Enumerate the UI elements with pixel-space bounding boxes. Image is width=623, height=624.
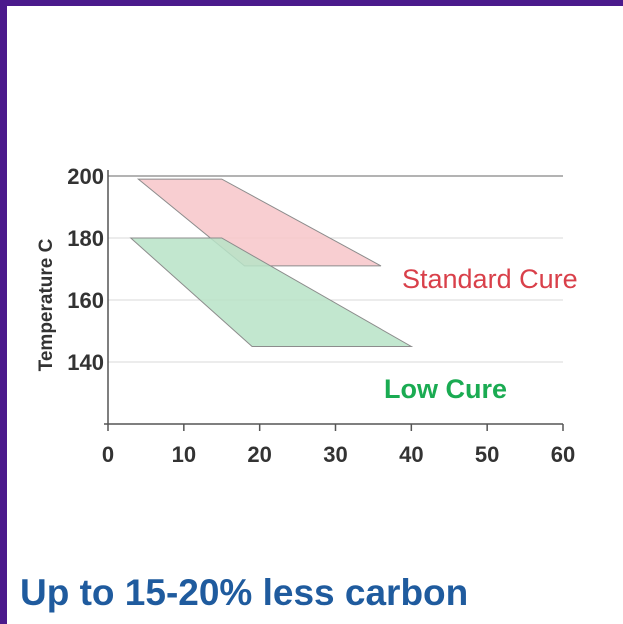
series-label-1: Low Cure [384, 374, 507, 404]
y-axis-label: Temperature C [36, 238, 57, 371]
x-tick-label-50: 50 [475, 442, 499, 467]
x-tick-label-30: 30 [323, 442, 347, 467]
left-border-bar [0, 0, 7, 624]
series-label-0: Standard Cure [402, 264, 578, 294]
y-tick-label-200: 200 [67, 164, 104, 189]
x-tick-label-20: 20 [247, 442, 271, 467]
x-tick-label-60: 60 [551, 442, 575, 467]
x-tick-label-0: 0 [102, 442, 114, 467]
temperature-cure-chart: 140 160 180 200 0 10 20 30 40 50 60 Temperature C St… [36, 164, 578, 467]
y-tick-label-180: 180 [67, 226, 104, 251]
x-tick-label-10: 10 [172, 442, 196, 467]
x-tick-label-40: 40 [399, 442, 423, 467]
carbon-reduction-headline: Up to 15-20% less carbon [20, 572, 469, 613]
series-region-1 [129, 237, 414, 347]
series-region-0 [136, 178, 382, 267]
top-border-bar [0, 0, 623, 6]
y-tick-label-160: 160 [67, 288, 104, 313]
y-tick-label-140: 140 [67, 350, 104, 375]
